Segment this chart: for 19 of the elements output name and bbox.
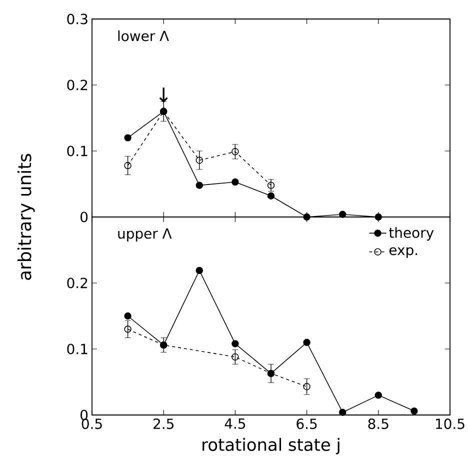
text: lower Λ (118, 30, 170, 42)
y-axis-title: arbitrary units (18, 154, 35, 280)
y-tick-label: 0.1 (67, 146, 88, 156)
y-tick-label: 0.1 (67, 344, 88, 354)
x-axis-title: rotational state j (202, 438, 340, 454)
legend-label: exp. (390, 247, 418, 258)
y-tick-label: 0.2 (67, 278, 88, 288)
annotation: ↓ (159, 88, 168, 102)
x-tick-label: 8.5 (368, 418, 388, 430)
y-tick-label: 0 (80, 212, 88, 222)
x-tick-label: 0.5 (82, 418, 102, 430)
x-tick-label: 6.5 (296, 418, 317, 430)
y-tick-label: 0.2 (67, 80, 88, 90)
x-tick-label: 4.5 (224, 418, 246, 429)
x-tick-label: 10.5 (436, 418, 464, 430)
y-tick-label: 0.3 (67, 14, 88, 24)
x-tick-label: 2.5 (154, 418, 174, 430)
text: upper Λ (118, 228, 172, 242)
legend-label: theory (389, 227, 434, 241)
